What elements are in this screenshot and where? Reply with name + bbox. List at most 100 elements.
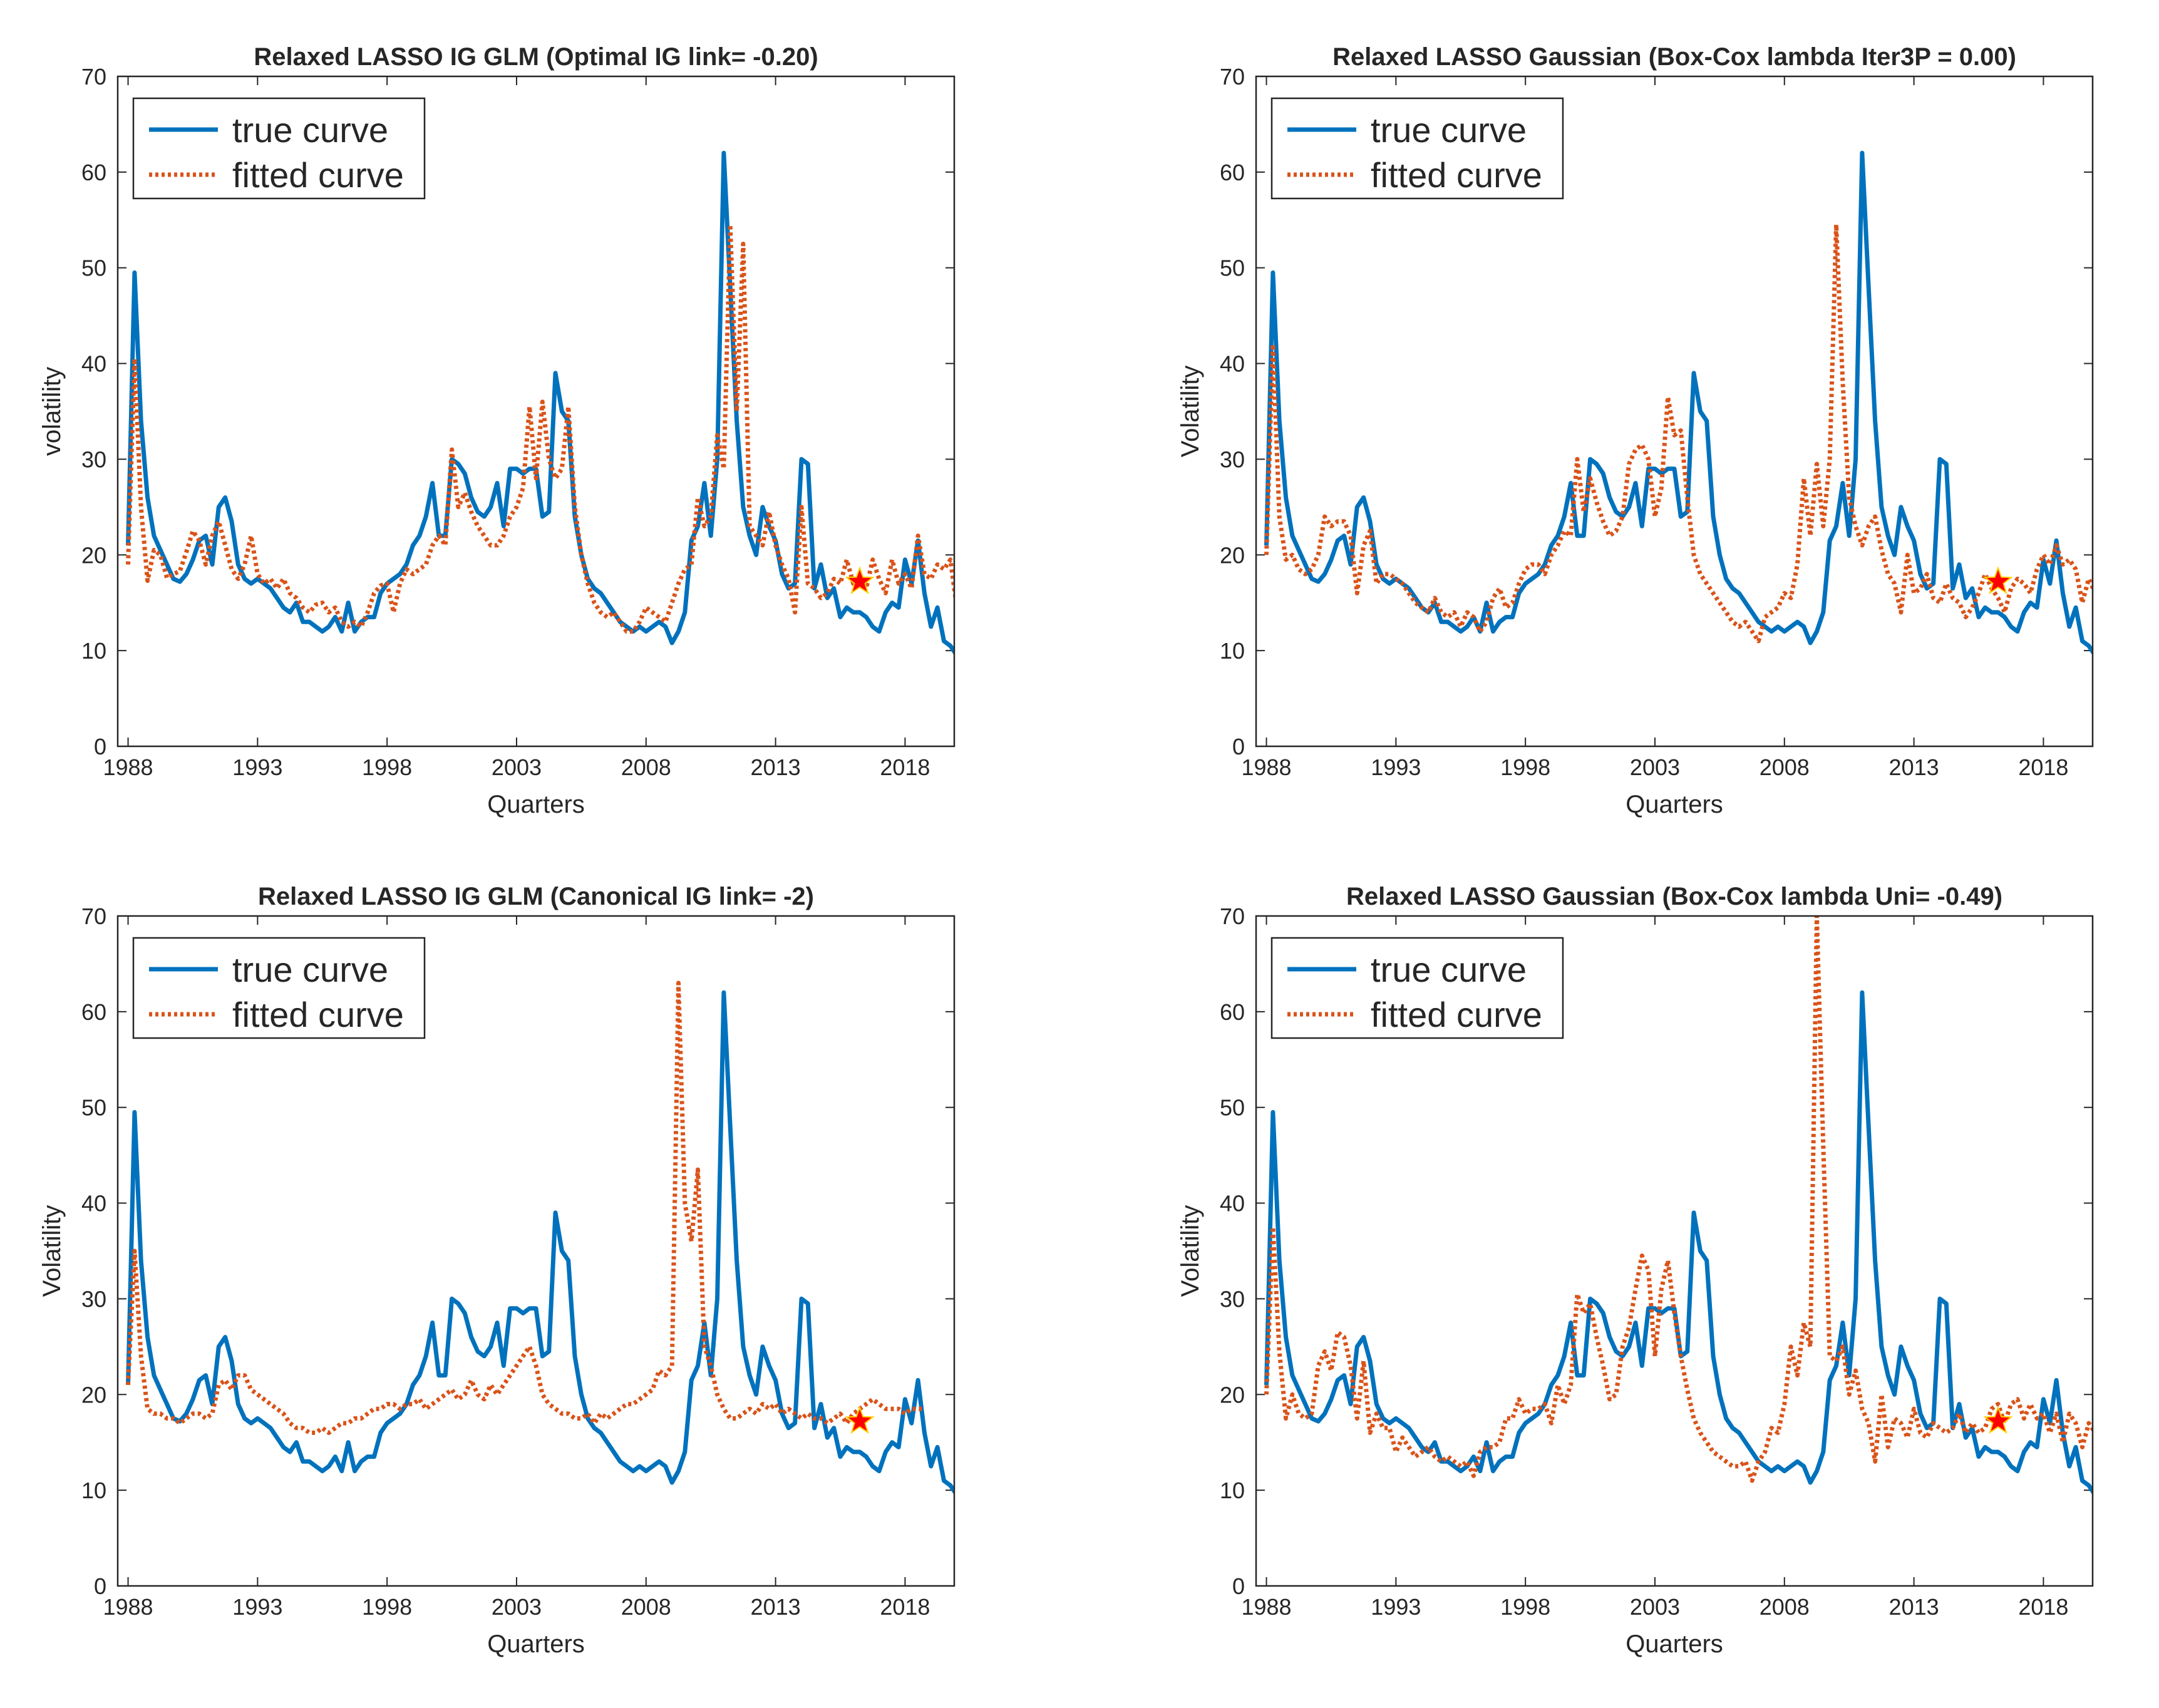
- x-tick-label: 2008: [1760, 1594, 1810, 1620]
- legend-box: [132, 937, 426, 1039]
- y-tick-label: 40: [81, 1191, 106, 1217]
- panel-ig-glm-optimal-link: 0 10 20 30 40 50 60 70 1988 1993 1998 2003 2008 2013 2…: [38, 43, 956, 818]
- legend: true curve fitted curve: [1270, 97, 1564, 200]
- forecast-star-marker: [845, 1406, 875, 1434]
- y-tick-label: 40: [81, 351, 106, 377]
- x-axis-label: Quarters: [1626, 791, 1723, 818]
- x-tick-label: 1998: [1500, 754, 1550, 780]
- x-tick-label: 2008: [621, 1594, 671, 1620]
- y-tick-label: 60: [1220, 160, 1245, 185]
- y-tick-label: 20: [1220, 542, 1245, 568]
- x-axis-label: Quarters: [487, 791, 585, 818]
- y-tick-label: 70: [81, 64, 106, 90]
- legend: true curve fitted curve: [132, 937, 426, 1039]
- y-tick-label: 60: [1220, 999, 1245, 1025]
- y-axis-label: Volatility: [38, 1205, 66, 1297]
- forecast-star-marker: [1983, 1406, 2013, 1434]
- x-tick-label: 1993: [232, 754, 282, 780]
- y-tick-label: 20: [81, 542, 106, 568]
- x-tick-label: 2018: [2018, 754, 2068, 780]
- y-axis-label: Volatility: [1177, 366, 1204, 458]
- true-curve-line: [126, 150, 954, 656]
- chart-title: Relaxed LASSO Gaussian (Box-Cox lambda I…: [1332, 43, 2016, 71]
- true-curve-line: [1264, 990, 2093, 1495]
- y-tick-label: 0: [1232, 1573, 1245, 1599]
- legend-label-true-curve: true curve: [232, 110, 388, 150]
- x-tick-label: 1993: [232, 1594, 282, 1620]
- y-tick-label: 10: [1220, 638, 1245, 664]
- axes-frame: [1255, 915, 2094, 1587]
- true-curve-line: [1264, 150, 2093, 656]
- x-tick-label: 2008: [621, 754, 671, 780]
- forecast-star-marker: [845, 566, 875, 595]
- y-tick-label: 10: [1220, 1478, 1245, 1503]
- legend-label-fitted-curve: fitted curve: [232, 155, 404, 195]
- x-tick-label: 2013: [751, 1594, 801, 1620]
- y-tick-label: 30: [81, 446, 106, 472]
- y-tick-label: 70: [1220, 64, 1245, 90]
- x-tick-label: 2013: [751, 754, 801, 780]
- y-tick-label: 50: [81, 1095, 106, 1121]
- x-tick-label: 1988: [1241, 754, 1291, 780]
- y-tick-label: 70: [1220, 903, 1245, 929]
- x-tick-label: 1988: [1241, 1594, 1291, 1620]
- y-tick-label: 50: [81, 255, 106, 281]
- x-tick-label: 1998: [1500, 1594, 1550, 1620]
- x-tick-label: 2013: [1889, 1594, 1939, 1620]
- y-tick-label: 70: [81, 903, 106, 929]
- chart-title: Relaxed LASSO IG GLM (Optimal IG link= -…: [254, 43, 818, 71]
- x-tick-label: 1998: [362, 754, 412, 780]
- axes-frame: [116, 75, 956, 748]
- fitted-curve-line: [126, 222, 954, 634]
- x-tick-label: 1993: [1371, 754, 1421, 780]
- legend-label-true-curve: true curve: [1371, 110, 1527, 150]
- y-tick-label: 0: [1232, 734, 1245, 759]
- x-tick-label: 2003: [1630, 1594, 1680, 1620]
- x-tick-label: 1988: [103, 1594, 153, 1620]
- legend: true curve fitted curve: [1270, 937, 1564, 1039]
- panel-gaussian-boxcox-uni: 0 10 20 30 40 50 60 70 1988 1993 1998 2003 2008 2013 2…: [1177, 883, 2094, 1658]
- chart-title: Relaxed LASSO IG GLM (Canonical IG link=…: [258, 883, 814, 910]
- x-tick-label: 2003: [492, 754, 542, 780]
- legend-label-fitted-curve: fitted curve: [232, 995, 404, 1034]
- y-tick-label: 0: [94, 734, 106, 759]
- y-tick-label: 50: [1220, 1095, 1245, 1121]
- y-tick-label: 20: [81, 1382, 106, 1407]
- x-tick-label: 2003: [1630, 754, 1680, 780]
- x-tick-label: 2008: [1760, 754, 1810, 780]
- legend-box: [132, 97, 426, 200]
- y-tick-label: 0: [94, 1573, 106, 1599]
- x-tick-label: 1993: [1371, 1594, 1421, 1620]
- fitted-curve-line: [1264, 222, 2093, 644]
- legend-label-true-curve: true curve: [232, 950, 388, 989]
- forecast-star-marker: [1983, 566, 2013, 595]
- legend: true curve fitted curve: [132, 97, 426, 200]
- legend-box: [1270, 937, 1564, 1039]
- y-tick-label: 40: [1220, 1191, 1245, 1217]
- x-tick-label: 1998: [362, 1594, 412, 1620]
- true-curve-line: [126, 990, 954, 1495]
- y-tick-label: 30: [81, 1286, 106, 1312]
- x-tick-label: 2003: [492, 1594, 542, 1620]
- x-tick-label: 2018: [2018, 1594, 2068, 1620]
- panel-ig-glm-canonical-link: 0 10 20 30 40 50 60 70 1988 1993 1998 2003 2008 2013 2…: [38, 883, 956, 1658]
- fitted-curve-line: [126, 980, 925, 1435]
- y-tick-label: 30: [1220, 1286, 1245, 1312]
- legend-label-fitted-curve: fitted curve: [1371, 155, 1542, 195]
- y-tick-label: 50: [1220, 255, 1245, 281]
- y-tick-label: 10: [81, 1478, 106, 1503]
- axes-frame: [1255, 75, 2094, 748]
- legend-label-true-curve: true curve: [1371, 950, 1527, 989]
- y-tick-label: 60: [81, 999, 106, 1025]
- legend-label-fitted-curve: fitted curve: [1371, 995, 1542, 1034]
- x-axis-label: Quarters: [487, 1630, 585, 1658]
- chart-title: Relaxed LASSO Gaussian (Box-Cox lambda U…: [1346, 883, 2002, 910]
- y-axis-label: volatility: [38, 367, 66, 456]
- axes-frame: [116, 915, 956, 1587]
- y-tick-label: 30: [1220, 446, 1245, 472]
- y-tick-label: 40: [1220, 351, 1245, 377]
- x-tick-label: 1988: [103, 754, 153, 780]
- y-tick-label: 10: [81, 638, 106, 664]
- fitted-curve-line: [1264, 916, 2093, 1483]
